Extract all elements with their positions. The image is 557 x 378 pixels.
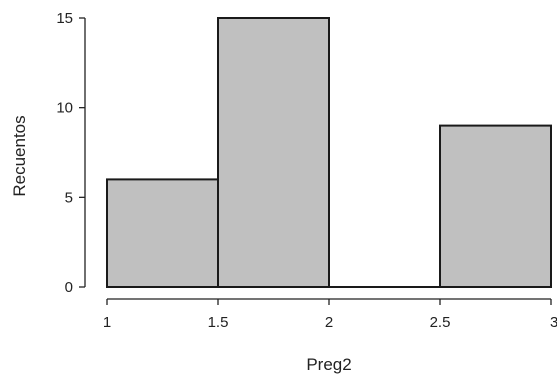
x-tick-label: 3 (550, 314, 557, 331)
y-tick-label: 5 (65, 189, 73, 206)
x-tick-label: 2.5 (430, 314, 451, 331)
y-axis-label: Recuentos (10, 115, 29, 196)
y-axis: 0 5 10 15 (56, 10, 86, 296)
x-tick-label: 1.5 (208, 314, 229, 331)
x-tick-label: 1 (103, 314, 111, 331)
histogram-bar-1 (106, 178, 219, 288)
histogram-bar-4 (439, 124, 552, 288)
x-axis-label: Preg2 (306, 355, 351, 374)
bars-group (106, 17, 552, 288)
x-axis: 1 1.5 2 2.5 3 (103, 298, 557, 331)
y-tick-label: 0 (65, 279, 73, 296)
x-tick-label: 2 (325, 314, 333, 331)
histogram-bar-2 (217, 17, 330, 288)
y-tick-label: 15 (56, 10, 73, 27)
y-tick-label: 10 (56, 100, 73, 117)
